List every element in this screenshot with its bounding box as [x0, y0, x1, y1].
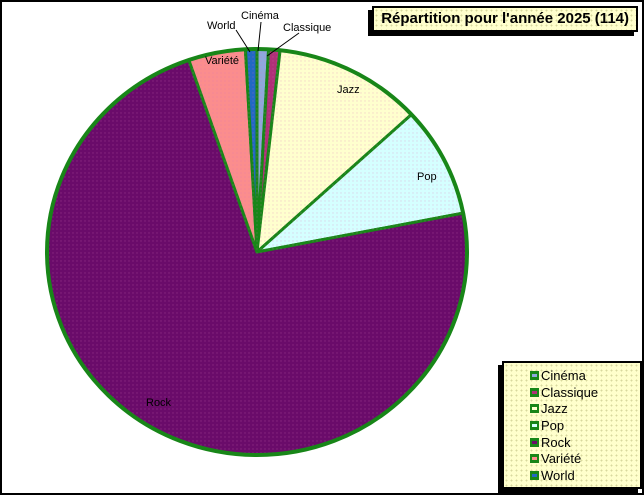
legend-swatch-world-icon [530, 470, 539, 480]
legend-label-classique: Classique [541, 384, 599, 400]
legend-item-pop: Pop [530, 418, 636, 433]
legend-label-world: World [541, 467, 575, 483]
legend-item-variete: Variété [530, 451, 636, 466]
legend-label-jazz: Jazz [541, 401, 568, 417]
legend-item-classique: Classique [530, 385, 636, 400]
legend-swatch-pop-icon [530, 420, 539, 430]
legend: Cinéma Classique Jazz Pop Rock Variété W… [502, 361, 642, 489]
cinema-callout-line [257, 21, 262, 52]
slice-label-cinema: Cinéma [241, 10, 279, 22]
legend-label-pop: Pop [541, 417, 565, 433]
legend-label-cinema: Cinéma [541, 368, 586, 383]
legend-item-cinema: Cinéma [530, 368, 636, 383]
legend-label-variete: Variété [541, 451, 582, 467]
legend-swatch-jazz-icon [530, 404, 539, 414]
slice-label-pop: Pop [417, 171, 437, 183]
legend-swatch-rock-icon [530, 437, 539, 447]
world-callout-line [235, 29, 251, 53]
slice-label-jazz: Jazz [337, 84, 360, 96]
slice-label-rock: Rock [146, 397, 172, 409]
legend-item-rock: Rock [530, 435, 636, 450]
chart-title: Répartition pour l'année 2025 (114) [372, 6, 638, 32]
legend-swatch-cinema-icon [530, 371, 539, 380]
legend-item-jazz: Jazz [530, 401, 636, 416]
slice-label-variete: Variété [205, 55, 240, 67]
legend-swatch-variete-icon [530, 454, 539, 464]
pie-texture [47, 49, 467, 455]
slice-label-classique: Classique [283, 22, 332, 34]
legend-swatch-classique-icon [530, 387, 539, 397]
legend-item-world: World [530, 468, 636, 483]
classique-callout-line [266, 32, 300, 57]
pie-rim [45, 47, 469, 457]
slice-label-world: World [207, 20, 236, 32]
legend-label-rock: Rock [541, 434, 571, 450]
pie-overlay [45, 21, 469, 457]
